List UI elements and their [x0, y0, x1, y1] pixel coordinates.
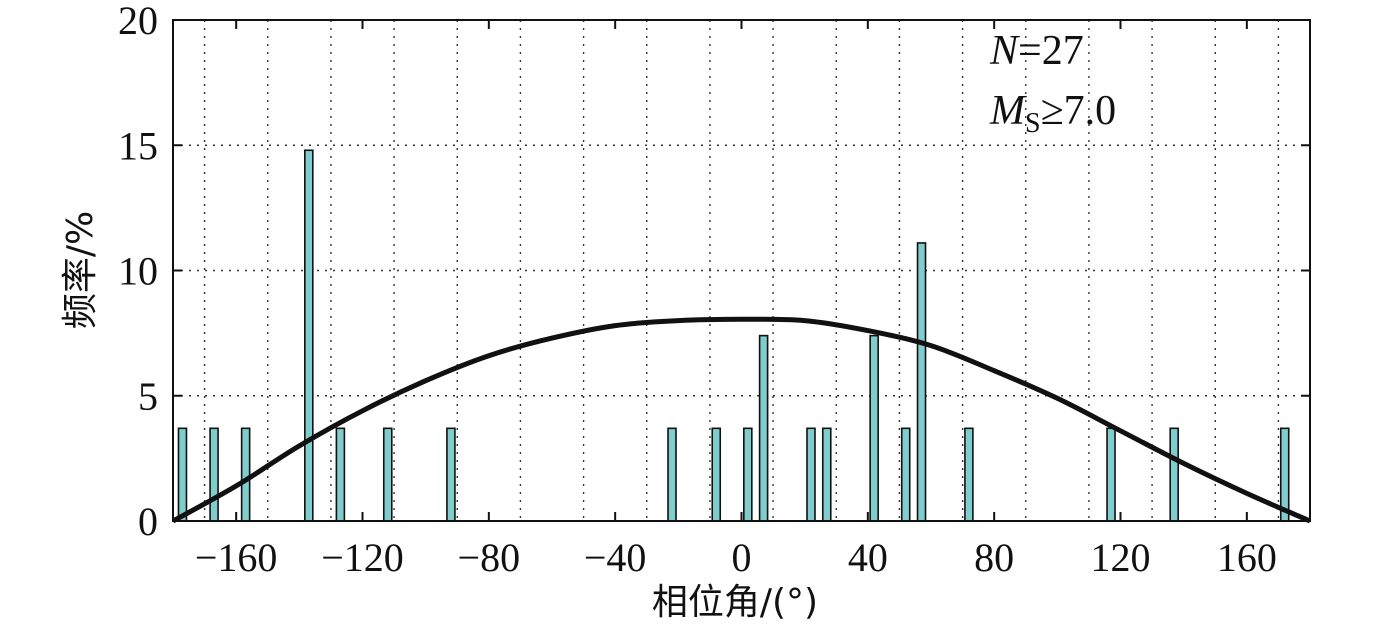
fit-curve-line: [171, 316, 1312, 524]
histogram-bar: [1106, 427, 1116, 522]
sample-count-annotation: N=27: [989, 28, 1084, 74]
grid-lines: [173, 20, 1310, 521]
histogram-bar: [446, 427, 456, 522]
histogram-bar: [869, 334, 879, 522]
n-symbol: N: [989, 28, 1020, 74]
y-tick-label: 10: [118, 249, 158, 294]
y-tick-label: 0: [138, 499, 158, 544]
x-tick-label: 160: [1217, 535, 1277, 580]
ticks: −160 −120 −80 −40 0 40 80 120 160 0 5 10 15 20: [118, 0, 1310, 580]
histogram-bar: [209, 427, 219, 522]
ms-subscript: S: [1025, 108, 1041, 139]
histogram-bar: [758, 334, 769, 522]
bars: [177, 149, 1290, 522]
histogram-bar: [335, 427, 346, 522]
x-tick-label: 0: [732, 535, 752, 580]
ms-symbol: M: [989, 88, 1027, 134]
histogram-bar: [382, 427, 393, 522]
y-axis-label: 频率/%: [60, 211, 101, 329]
n-value: =27: [1018, 28, 1084, 74]
histogram-bar: [743, 427, 753, 522]
ms-value: ≥7.0: [1041, 88, 1117, 134]
histogram-bar: [900, 427, 911, 522]
histogram-bar: [916, 242, 927, 522]
y-tick-label: 15: [118, 123, 158, 168]
x-axis-label: 相位角/(°): [652, 582, 818, 623]
histogram-bar: [806, 427, 816, 522]
histogram-bar: [821, 427, 832, 522]
histogram-bar: [711, 427, 722, 522]
x-tick-label: −80: [458, 535, 521, 580]
magnitude-annotation: MS≥7.0: [989, 88, 1116, 139]
y-tick-label: 5: [138, 374, 158, 419]
x-tick-label: 80: [974, 535, 1014, 580]
x-tick-label: −40: [584, 535, 647, 580]
histogram-bar: [304, 149, 314, 522]
x-tick-label: −120: [321, 535, 404, 580]
x-tick-label: 40: [848, 535, 888, 580]
histogram-bar: [667, 427, 677, 522]
histogram-bar: [177, 427, 188, 522]
fitted-curve: [171, 316, 1312, 524]
histogram-bar: [240, 427, 251, 522]
histogram-bar: [1169, 427, 1179, 522]
x-tick-label: 120: [1091, 535, 1151, 580]
y-tick-label: 20: [118, 0, 158, 43]
histogram-bar: [964, 427, 974, 522]
x-tick-label: −160: [195, 535, 278, 580]
